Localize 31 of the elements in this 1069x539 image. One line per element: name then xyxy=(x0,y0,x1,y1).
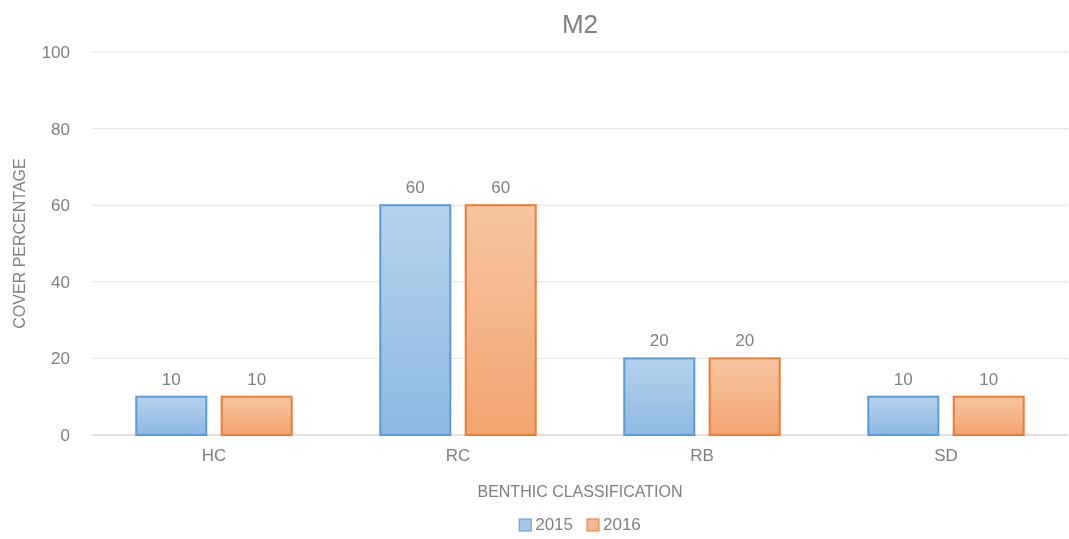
bar xyxy=(623,357,696,436)
bar xyxy=(135,395,208,436)
data-label: 60 xyxy=(405,178,425,198)
bar xyxy=(952,395,1025,436)
y-tick-label: 20 xyxy=(51,349,70,369)
chart-title: M2 xyxy=(561,9,599,39)
bar xyxy=(464,204,537,436)
data-label: 60 xyxy=(491,178,511,198)
x-tick-label: RB xyxy=(690,446,714,466)
data-label: 10 xyxy=(893,369,913,389)
x-axis-title: BENTHIC CLASSIFICATION xyxy=(477,483,683,500)
data-label: 10 xyxy=(161,369,181,389)
data-label: 10 xyxy=(979,369,999,389)
bar xyxy=(867,395,940,436)
legend-label: 2016 xyxy=(603,515,641,534)
x-tick-label: RC xyxy=(445,446,471,466)
legend-label: 2015 xyxy=(535,515,573,534)
y-tick-label: 0 xyxy=(60,425,70,445)
y-tick-label: 80 xyxy=(51,119,70,139)
bar xyxy=(379,204,452,436)
bar xyxy=(708,357,781,436)
y-tick-label: 100 xyxy=(41,42,70,62)
y-axis-title: COVER PERCENTAGE xyxy=(11,158,28,329)
x-tick-label: HC xyxy=(201,446,227,466)
x-tick-label: SD xyxy=(934,446,958,466)
data-label: 20 xyxy=(649,331,669,351)
y-tick-label: 60 xyxy=(51,196,70,216)
data-label: 10 xyxy=(247,369,267,389)
bar xyxy=(220,395,293,436)
y-tick-label: 40 xyxy=(51,272,70,292)
data-label: 20 xyxy=(735,331,755,351)
